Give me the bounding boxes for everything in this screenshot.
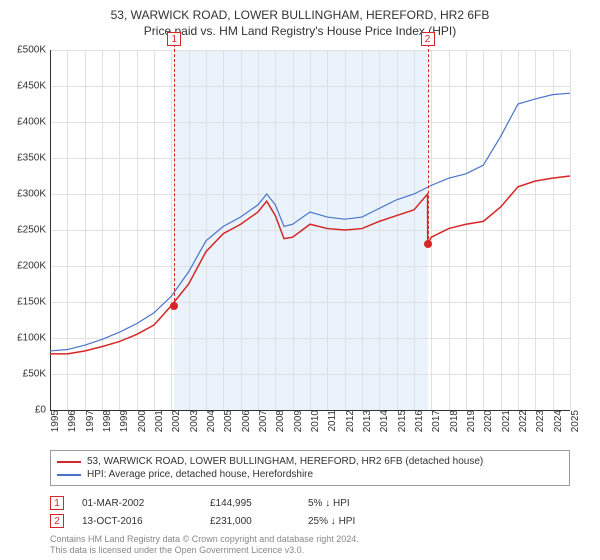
x-axis-label: 2006 <box>237 410 252 432</box>
sale-marker-box: 2 <box>421 32 435 46</box>
sale-row: 2 13-OCT-2016 £231,000 25% ↓ HPI <box>50 512 570 530</box>
x-axis-label: 2008 <box>271 410 286 432</box>
x-axis-label: 2016 <box>410 410 425 432</box>
sale-date: 13-OCT-2016 <box>82 516 192 527</box>
x-axis-label: 1998 <box>98 410 113 432</box>
x-axis-label: 1999 <box>115 410 130 432</box>
x-axis-label: 2025 <box>566 410 581 432</box>
x-axis-label: 2019 <box>462 410 477 432</box>
sale-marker-dot <box>424 240 432 248</box>
x-axis-label: 2017 <box>427 410 442 432</box>
x-axis-label: 2024 <box>549 410 564 432</box>
x-axis-label: 1996 <box>63 410 78 432</box>
sale-marker-line <box>174 44 175 306</box>
chart-title: 53, WARWICK ROAD, LOWER BULLINGHAM, HERE… <box>0 0 600 22</box>
y-axis-label: £400K <box>17 117 50 128</box>
x-axis-label: 2013 <box>358 410 373 432</box>
chart-subtitle: Price paid vs. HM Land Registry's House … <box>0 22 600 38</box>
legend-label: 53, WARWICK ROAD, LOWER BULLINGHAM, HERE… <box>87 456 483 467</box>
y-axis-label: £350K <box>17 153 50 164</box>
x-axis-label: 2020 <box>479 410 494 432</box>
footer: Contains HM Land Registry data © Crown c… <box>50 534 359 556</box>
x-axis-label: 2021 <box>497 410 512 432</box>
x-axis-label: 2009 <box>289 410 304 432</box>
sale-price: £231,000 <box>210 516 290 527</box>
sale-row: 1 01-MAR-2002 £144,995 5% ↓ HPI <box>50 494 570 512</box>
x-axis-label: 2004 <box>202 410 217 432</box>
sale-marker-dot <box>170 302 178 310</box>
y-axis-label: £50K <box>23 369 50 380</box>
footer-line1: Contains HM Land Registry data © Crown c… <box>50 534 359 545</box>
y-axis-label: £150K <box>17 297 50 308</box>
x-axis-label: 2011 <box>323 410 338 432</box>
sale-date: 01-MAR-2002 <box>82 498 192 509</box>
x-axis-label: 2002 <box>167 410 182 432</box>
y-axis-label: £100K <box>17 333 50 344</box>
x-axis-label: 2018 <box>445 410 460 432</box>
x-axis-label: 2001 <box>150 410 165 432</box>
sale-marker-box: 1 <box>167 32 181 46</box>
sale-row-marker: 2 <box>50 514 64 528</box>
y-axis-label: £450K <box>17 81 50 92</box>
y-axis-label: £250K <box>17 225 50 236</box>
y-axis-label: £300K <box>17 189 50 200</box>
legend-swatch <box>57 461 81 463</box>
sale-diff: 25% ↓ HPI <box>308 516 368 527</box>
legend-row: HPI: Average price, detached house, Here… <box>57 468 563 481</box>
chart-area: 12 £0£50K£100K£150K£200K£250K£300K£350K£… <box>50 50 570 410</box>
series-hpi <box>50 93 570 351</box>
x-axis-label: 2022 <box>514 410 529 432</box>
legend-swatch <box>57 474 81 476</box>
y-axis-label: £500K <box>17 45 50 56</box>
x-axis-label: 1995 <box>46 410 61 432</box>
x-axis-label: 2015 <box>393 410 408 432</box>
x-axis-label: 2023 <box>531 410 546 432</box>
footer-line2: This data is licensed under the Open Gov… <box>50 545 359 556</box>
x-axis-label: 2014 <box>375 410 390 432</box>
legend-label: HPI: Average price, detached house, Here… <box>87 469 313 480</box>
sale-diff: 5% ↓ HPI <box>308 498 368 509</box>
x-axis-label: 2003 <box>185 410 200 432</box>
sales-table: 1 01-MAR-2002 £144,995 5% ↓ HPI 2 13-OCT-2016… <box>50 494 570 530</box>
sale-marker-line <box>428 44 429 244</box>
series-property <box>50 176 570 354</box>
x-axis-label: 1997 <box>81 410 96 432</box>
x-axis-label: 2007 <box>254 410 269 432</box>
sale-row-marker: 1 <box>50 496 64 510</box>
legend-row: 53, WARWICK ROAD, LOWER BULLINGHAM, HERE… <box>57 455 563 468</box>
x-axis-label: 2012 <box>341 410 356 432</box>
x-axis-label: 2000 <box>133 410 148 432</box>
x-axis-label: 2005 <box>219 410 234 432</box>
legend: 53, WARWICK ROAD, LOWER BULLINGHAM, HERE… <box>50 450 570 486</box>
y-axis-label: £200K <box>17 261 50 272</box>
sale-price: £144,995 <box>210 498 290 509</box>
x-axis-label: 2010 <box>306 410 321 432</box>
